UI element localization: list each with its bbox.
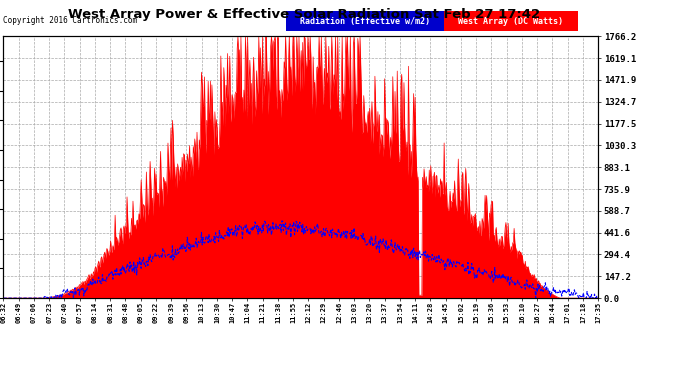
Text: West Array (DC Watts): West Array (DC Watts): [458, 16, 564, 26]
Text: West Array Power & Effective Solar Radiation Sat Feb 27 17:42: West Array Power & Effective Solar Radia…: [68, 8, 540, 21]
Text: Copyright 2016 Cartronics.com: Copyright 2016 Cartronics.com: [3, 16, 137, 25]
Text: Radiation (Effective w/m2): Radiation (Effective w/m2): [300, 16, 430, 26]
